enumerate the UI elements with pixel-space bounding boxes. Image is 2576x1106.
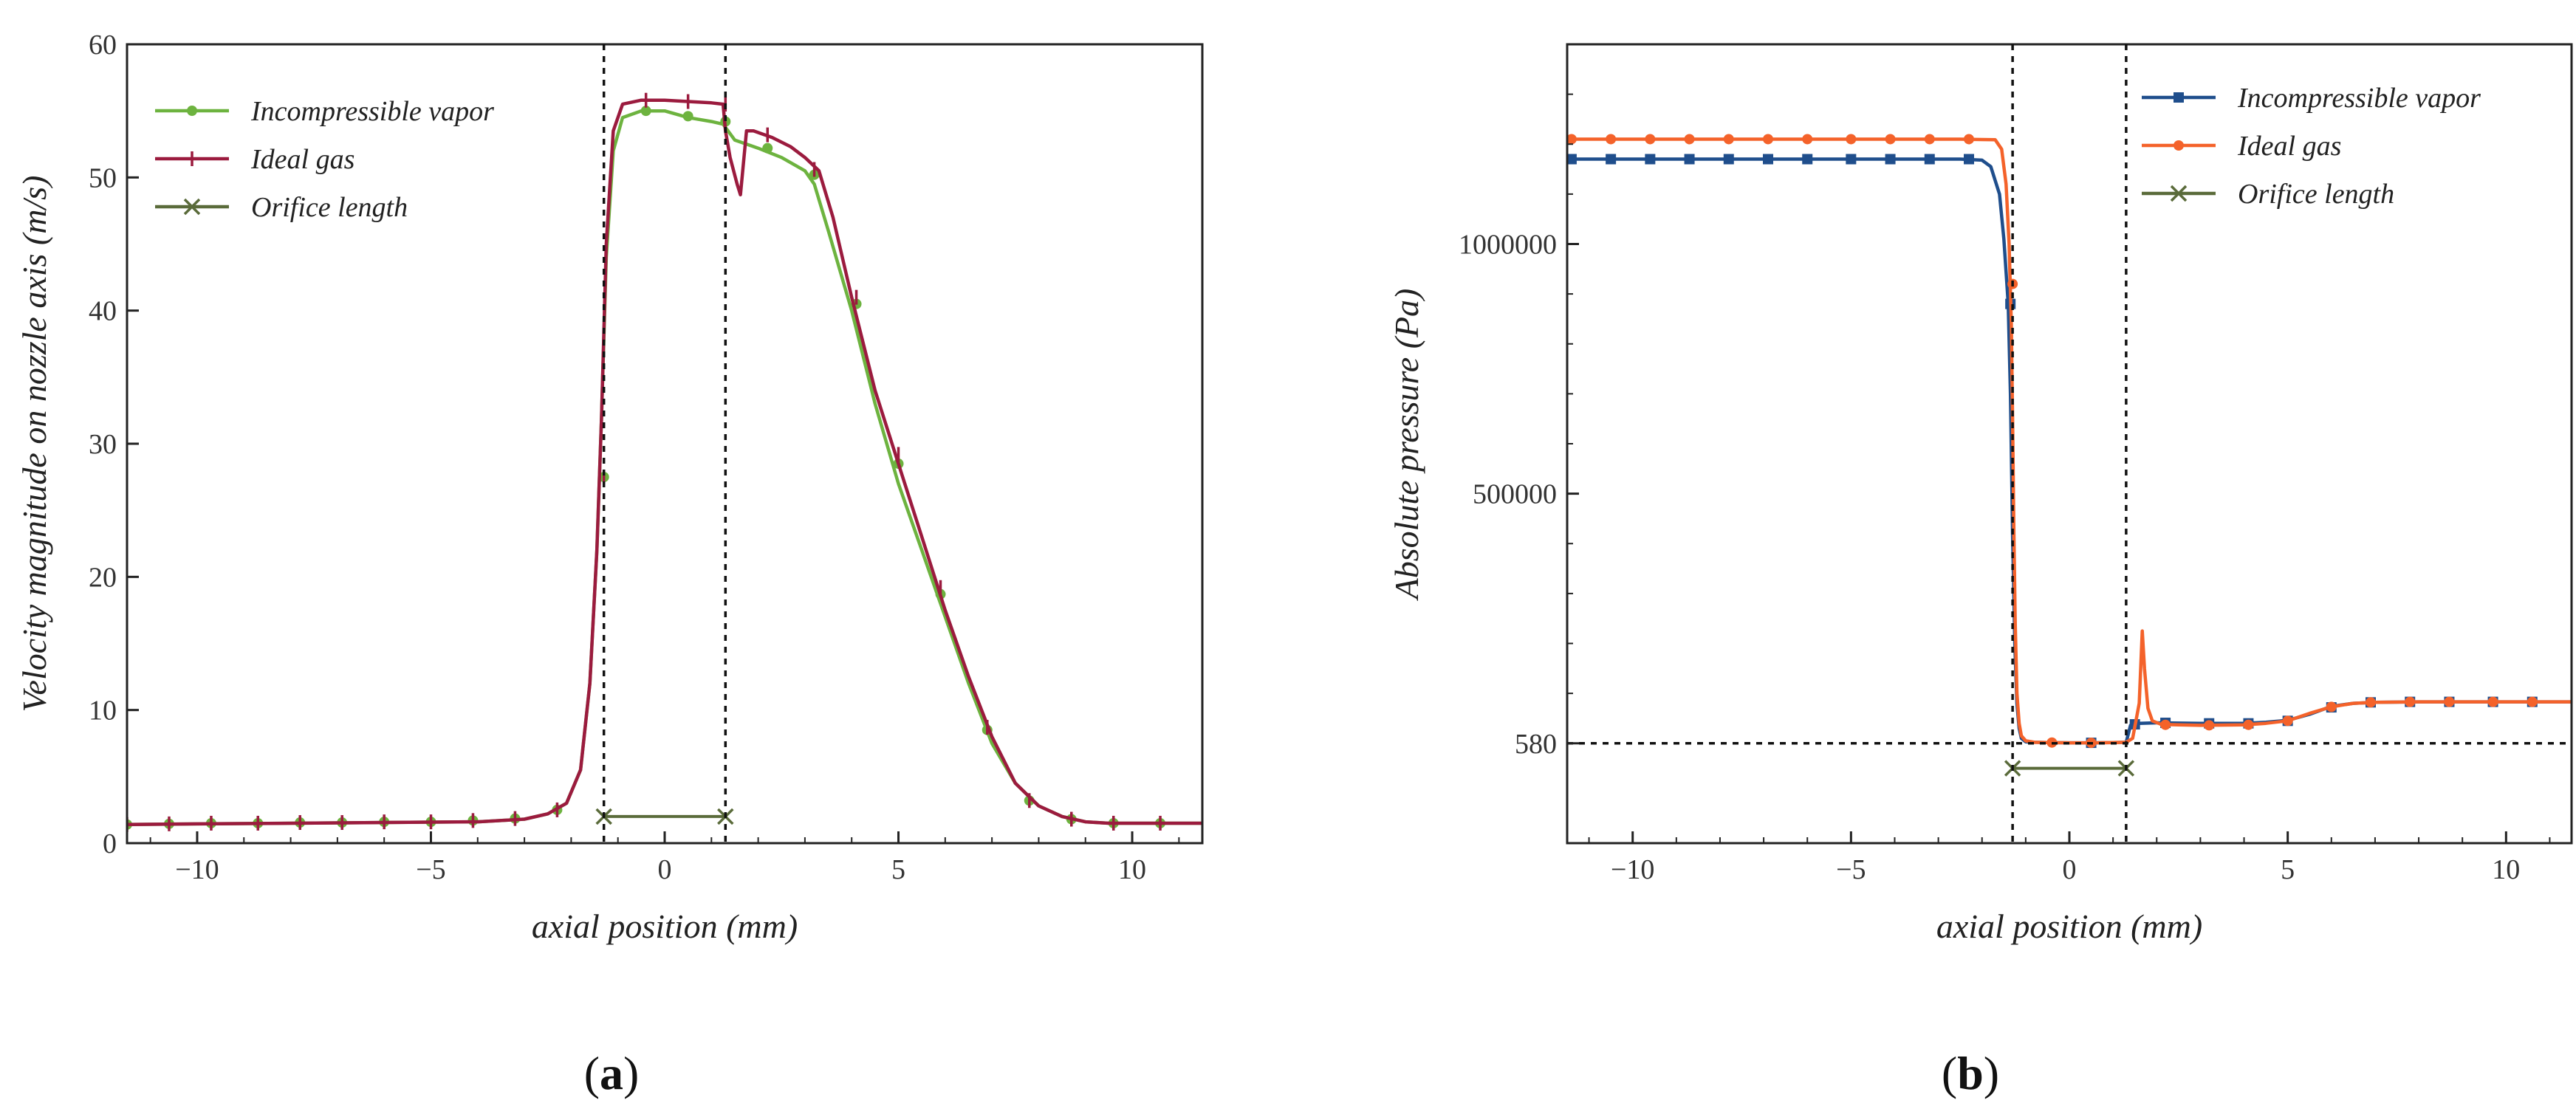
chart-a-ytick-label: 50 [89,162,117,193]
chart-b-series-1-point-3 [1684,134,1695,145]
chart-a-series-0-point-15 [762,142,773,154]
chart-b: −10 −5 0 5 10 580 500000 1000000 axial positio… [1388,43,2573,1099]
chart-a-series-0-point-13 [682,111,693,122]
chart-a-series [127,92,1202,832]
chart-b-series-1-point-7 [1846,134,1857,145]
chart-b-series-1-point-4 [1723,134,1734,145]
chart-a-legend-label-1: Ideal gas [250,144,354,175]
chart-b-series-1-line [1567,137,2572,745]
chart-b-xlabel: axial position (mm) [1936,907,2202,945]
chart-a-legend-label-0: Incompressible vapor [250,96,494,127]
chart-a-ytick-label: 10 [89,695,117,727]
chart-a-xtick-label: 10 [1118,854,1146,885]
chart-b-series-0-line [1567,157,2572,745]
chart-b-ylabel: Absolute pressure (Pa) [1388,289,1425,602]
chart-b-series-0-point-6 [1802,154,1813,165]
chart-b-xtick-label: 5 [2281,854,2295,885]
chart-a-guides [602,44,727,843]
chart-b-series-1-point-20 [2405,696,2416,707]
chart-b-guides [1567,44,2572,843]
chart-a-ylabel: Velocity magnitude on nozzle axis (m/s) [16,176,53,712]
chart-b-series-1-point-23 [2527,696,2538,707]
chart-a-ytick-label: 60 [89,30,117,61]
chart-b-series-1-point-15 [2204,720,2215,731]
chart-b-series-0-point-10 [1964,154,1974,165]
chart-b-ytick-label: 1000000 [1459,230,1557,261]
chart-b-series-1-point-17 [2282,715,2293,727]
chart-a-xtick-label: −10 [175,854,219,885]
chart-b-yticks: 580 500000 1000000 [1459,93,1579,760]
chart-b-series-0-point-0 [1567,154,1577,165]
chart-b-series-0-point-3 [1684,154,1695,165]
chart-b-series-0-point-5 [1763,154,1773,165]
chart-b-series-0-point-4 [1723,154,1734,165]
chart-b-series-1-point-18 [2326,701,2337,712]
chart-b-series-0-point-8 [1885,154,1896,165]
chart-b-series-0-point-2 [1645,154,1656,165]
chart-a-xlabel: axial position (mm) [532,907,798,945]
chart-a-ytick-label: 40 [89,296,117,327]
chart-b-series-0-point-7 [1846,154,1857,165]
chart-b-legend-label-0: Incompressible vapor [2237,83,2481,114]
chart-b-series-1-point-10 [1964,134,1974,145]
chart-a-yticks: 0 10 20 30 40 50 60 [89,30,139,859]
chart-b-legend-label-1: Ideal gas [2237,131,2341,162]
chart-b-frame [1566,43,2573,845]
chart-a-legend-marker-0 [187,106,197,116]
chart-b-series-1-point-22 [2487,696,2498,707]
chart-b-xtick-label: 0 [2063,854,2077,885]
chart-a-legend-label-2: Orifice length [251,192,408,223]
chart-a-ytick-label: 30 [89,429,117,460]
chart-b-ytick-label: 580 [1515,729,1557,760]
chart-b-legend-marker-1 [2174,140,2184,151]
chart-a-xtick-label: −5 [416,854,445,885]
chart-b-series-1-point-19 [2366,697,2376,708]
chart-b-series [1567,134,2572,777]
chart-a: −10 −5 0 5 10 0 10 20 30 40 50 60 axial position (… [16,30,1204,1099]
chart-b-ytick-label: 500000 [1473,479,1557,510]
chart-a-ytick-label: 0 [103,828,117,859]
chart-b-series-1-point-1 [1606,134,1617,145]
chart-b-xticks: −10 −5 0 5 10 [1588,831,2551,885]
chart-a-legend: Incompressible vapor Ideal gas Orifice len… [155,96,494,223]
chart-b-series-0-point-9 [1924,154,1935,165]
chart-b-series-1-point-8 [1885,134,1896,145]
chart-a-ytick-label: 20 [89,562,117,593]
chart-b-series-1-point-5 [1763,134,1773,145]
chart-a-caption: (a) [584,1047,640,1099]
chart-b-series-1-point-2 [1645,134,1656,145]
chart-b-xtick-label: 10 [2492,854,2520,885]
chart-b-series-1-point-21 [2444,696,2455,707]
chart-b-legend-marker-2 [2170,185,2188,202]
chart-a-series-0-point-12 [640,106,651,117]
chart-a-legend-marker-2 [183,198,201,216]
chart-b-series-1-point-14 [2160,719,2171,730]
chart-b-xtick-label: −10 [1611,854,1654,885]
chart-b-legend-marker-0 [2174,92,2184,103]
chart-b-series-0-point-1 [1606,154,1617,165]
chart-b-legend-label-2: Orifice length [2238,179,2394,210]
chart-a-xtick-label: 0 [658,854,672,885]
chart-b-series-1-point-16 [2243,719,2254,730]
chart-a-xtick-label: 5 [891,854,905,885]
chart-b-legend: Incompressible vapor Ideal gas Orifice len… [2142,83,2481,210]
chart-a-series-1-line [127,98,1202,827]
chart-b-series-1-point-9 [1924,134,1935,145]
chart-b-caption: (b) [1942,1047,1999,1099]
chart-b-series-1-point-6 [1802,134,1813,145]
chart-b-series-1-point-0 [1567,134,1577,145]
chart-a-xticks: −10 −5 0 5 10 [149,831,1180,885]
chart-b-xtick-label: −5 [1836,854,1866,885]
